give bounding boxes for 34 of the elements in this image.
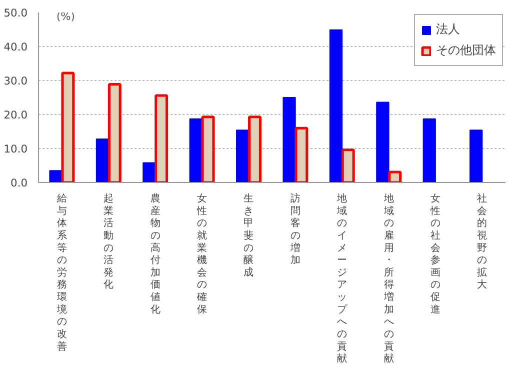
category-label: 女性の社会参画の促進 [430,194,440,316]
category-label: 女性の就業機会の確保 [196,194,207,316]
x-tick-label: 社会的視野の拡大 [477,192,488,291]
x-tick-label: 起業活動の活発化 [104,192,114,291]
bar [61,72,75,182]
y-tick-label: 50.0 [4,6,28,20]
y-tick-label: 40.0 [4,40,28,54]
bar [341,148,355,182]
category-label: 給与体系等の労務環境の改善 [56,194,67,352]
bar [236,130,250,182]
legend-label: 法人 [436,21,460,38]
bar [329,29,343,182]
y-tick-label: 10.0 [4,142,28,156]
category-label: 地域のイメージアップへの貢献 [337,194,348,365]
bar [108,82,122,182]
category-label: 農産物の高付加価値化 [150,194,160,316]
bar [201,116,215,182]
x-tick-label: 生き甲斐の醸成 [244,192,254,278]
legend-label: その他団体 [436,42,496,59]
bar [422,118,436,182]
x-tick-label: 訪問客の増加 [289,192,300,266]
bar [96,138,110,182]
bar [248,116,262,182]
y-tick-label: 30.0 [4,74,28,88]
bar [470,130,483,182]
bar [189,118,202,182]
bar [388,170,402,182]
bar [376,102,390,182]
y-tick-label: 20.0 [4,108,28,122]
category-label: 地域の雇用・所得増加への貢献 [384,194,394,365]
bar [282,97,296,182]
bar [294,126,308,182]
y-tick-label: 0.0 [10,176,28,190]
bar [154,94,168,182]
